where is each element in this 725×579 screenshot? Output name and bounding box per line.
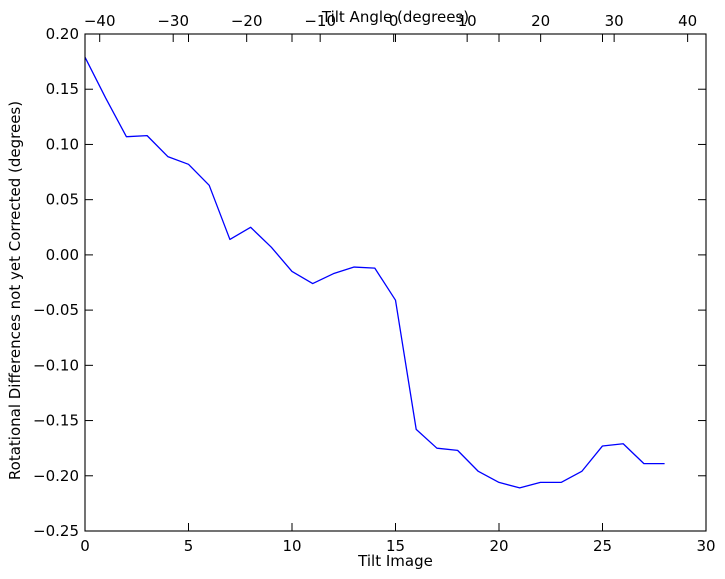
y-tick-label: 0.00	[46, 246, 79, 264]
y-tick-label: −0.05	[33, 301, 79, 319]
x-tick-label: 5	[184, 537, 194, 555]
secondary-x-axis-title: Tilt Angle (degrees)	[321, 8, 469, 26]
x-axis-title: Tilt Image	[357, 552, 433, 570]
y-tick-label: −0.25	[33, 522, 79, 540]
secondary-x-tick-label: 40	[678, 12, 697, 30]
y-tick-label: 0.05	[46, 191, 79, 209]
secondary-x-tick-label: 10	[458, 12, 477, 30]
secondary-x-tick-label: −10	[304, 12, 336, 30]
x-tick-label: 20	[489, 537, 508, 555]
x-tick-label: 10	[282, 537, 301, 555]
y-tick-label: 0.15	[46, 80, 79, 98]
x-tick-label: 30	[696, 537, 715, 555]
secondary-x-tick-label: −40	[84, 12, 116, 30]
y-tick-label: −0.20	[33, 467, 79, 485]
secondary-x-tick-label: −20	[231, 12, 263, 30]
tick-layer: 0 5 10 15 20 25 30 −40 −30 −20 −10 0 10 20 30 40 0.20 0.1…	[33, 12, 716, 555]
secondary-x-tick-label: 0	[389, 12, 399, 30]
y-tick-label: −0.15	[33, 412, 79, 430]
secondary-x-tick-label: −30	[157, 12, 189, 30]
secondary-x-tick-label: 30	[605, 12, 624, 30]
x-tick-label: 15	[386, 537, 405, 555]
series-line-0	[84, 56, 665, 489]
plot-layer	[84, 56, 665, 489]
y-tick-label: 0.20	[46, 25, 79, 43]
x-tick-label: 0	[80, 537, 90, 555]
secondary-x-tick-label: 20	[531, 12, 550, 30]
y-tick-label: −0.10	[33, 356, 79, 374]
y-tick-label: 0.10	[46, 135, 79, 153]
y-axis-title: Rotational Differences not yet Corrected…	[6, 101, 24, 480]
x-tick-label: 25	[593, 537, 612, 555]
